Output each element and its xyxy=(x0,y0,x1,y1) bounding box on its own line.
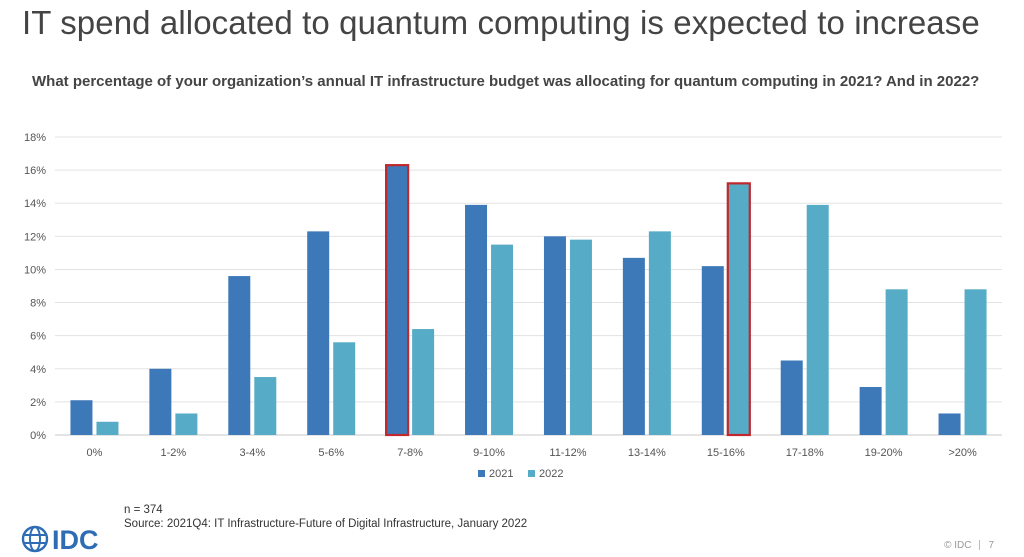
logo-text: IDC xyxy=(52,525,99,554)
bar-2021-11-12% xyxy=(543,236,566,435)
bar-2022-5-6% xyxy=(333,342,356,435)
bar-2022-13-14% xyxy=(648,231,671,435)
gridlines xyxy=(55,136,1002,436)
y-tick-label: 6% xyxy=(30,331,46,343)
x-tick-label: >20% xyxy=(948,447,977,459)
page-number: 7 xyxy=(988,540,994,551)
bar-2022-19-20% xyxy=(885,289,908,435)
bar-2021-5-6% xyxy=(307,231,330,435)
y-tick-label: 18% xyxy=(24,132,46,144)
legend-label-2022: 2022 xyxy=(539,468,563,480)
y-tick-label: 2% xyxy=(30,397,46,409)
bar-2022-15-16% xyxy=(726,182,751,437)
bar-2021-15-16% xyxy=(701,266,724,435)
bar-2021-3-4% xyxy=(228,276,251,435)
sample-size: n = 374 xyxy=(124,504,163,516)
idc-logo: IDC xyxy=(21,525,99,554)
y-tick-label: 0% xyxy=(30,430,46,442)
x-tick-label: 3-4% xyxy=(239,447,265,459)
bar-2022-11-12% xyxy=(569,239,592,435)
x-tick-label: 0% xyxy=(87,447,103,459)
bars xyxy=(70,164,987,437)
bar-2021-1-2% xyxy=(149,368,172,435)
x-tick-label: 9-10% xyxy=(473,447,505,459)
y-tick-label: 8% xyxy=(30,298,46,310)
copyright-area: © IDC 7 xyxy=(944,540,994,551)
legend-swatch-2021 xyxy=(478,470,485,477)
bar-2022-3-4% xyxy=(254,377,277,435)
legend-label-2021: 2021 xyxy=(489,468,513,480)
copyright-text: © IDC xyxy=(944,540,972,551)
bar-2022->20% xyxy=(964,289,987,435)
bar-2022-0% xyxy=(96,421,119,435)
x-tick-label: 11-12% xyxy=(549,447,586,459)
bar-chart: 0% 2% 4% 6% 8% 10% 12% 14% 16% 18% 0% 1-2% 3-4% 5-6%… xyxy=(24,132,1002,480)
y-tick-label: 10% xyxy=(24,264,46,276)
x-tick-label: 19-20% xyxy=(865,447,903,459)
x-tick-label: 1-2% xyxy=(161,447,187,459)
y-tick-label: 4% xyxy=(30,364,46,376)
bar-2021-19-20% xyxy=(859,386,882,435)
source-note: Source: 2021Q4: IT Infrastructure-Future… xyxy=(124,518,528,530)
x-tick-label: 7-8% xyxy=(397,447,423,459)
bar-2021-7-8% xyxy=(385,164,410,437)
y-tick-label: 12% xyxy=(24,231,46,243)
x-tick-label: 15-16% xyxy=(707,447,745,459)
bar-2022-7-8% xyxy=(412,329,435,435)
globe-icon xyxy=(21,525,49,553)
legend-swatch-2022 xyxy=(528,470,535,477)
y-tick-label: 14% xyxy=(24,198,46,210)
slide-title: IT spend allocated to quantum computing … xyxy=(22,4,980,41)
survey-question: What percentage of your organization’s a… xyxy=(32,73,980,90)
y-tick-label: 16% xyxy=(24,165,46,177)
bar-2021-9-10% xyxy=(465,204,488,435)
bar-2021-17-18% xyxy=(780,360,803,435)
x-axis-ticks: 0% 1-2% 3-4% 5-6% 7-8% 9-10% 11-12% 13-14% 15-16… xyxy=(87,447,977,459)
legend: 2021 2022 xyxy=(478,468,563,480)
bar-2021-0% xyxy=(70,400,93,435)
y-axis-ticks: 0% 2% 4% 6% 8% 10% 12% 14% 16% 18% xyxy=(24,132,46,442)
bar-2021->20% xyxy=(938,413,961,435)
bar-2022-9-10% xyxy=(491,244,514,435)
bar-2022-1-2% xyxy=(175,413,198,435)
bar-2021-13-14% xyxy=(622,257,645,435)
x-tick-label: 17-18% xyxy=(786,447,824,459)
bar-2022-17-18% xyxy=(806,204,829,435)
x-tick-label: 13-14% xyxy=(628,447,666,459)
x-tick-label: 5-6% xyxy=(318,447,344,459)
